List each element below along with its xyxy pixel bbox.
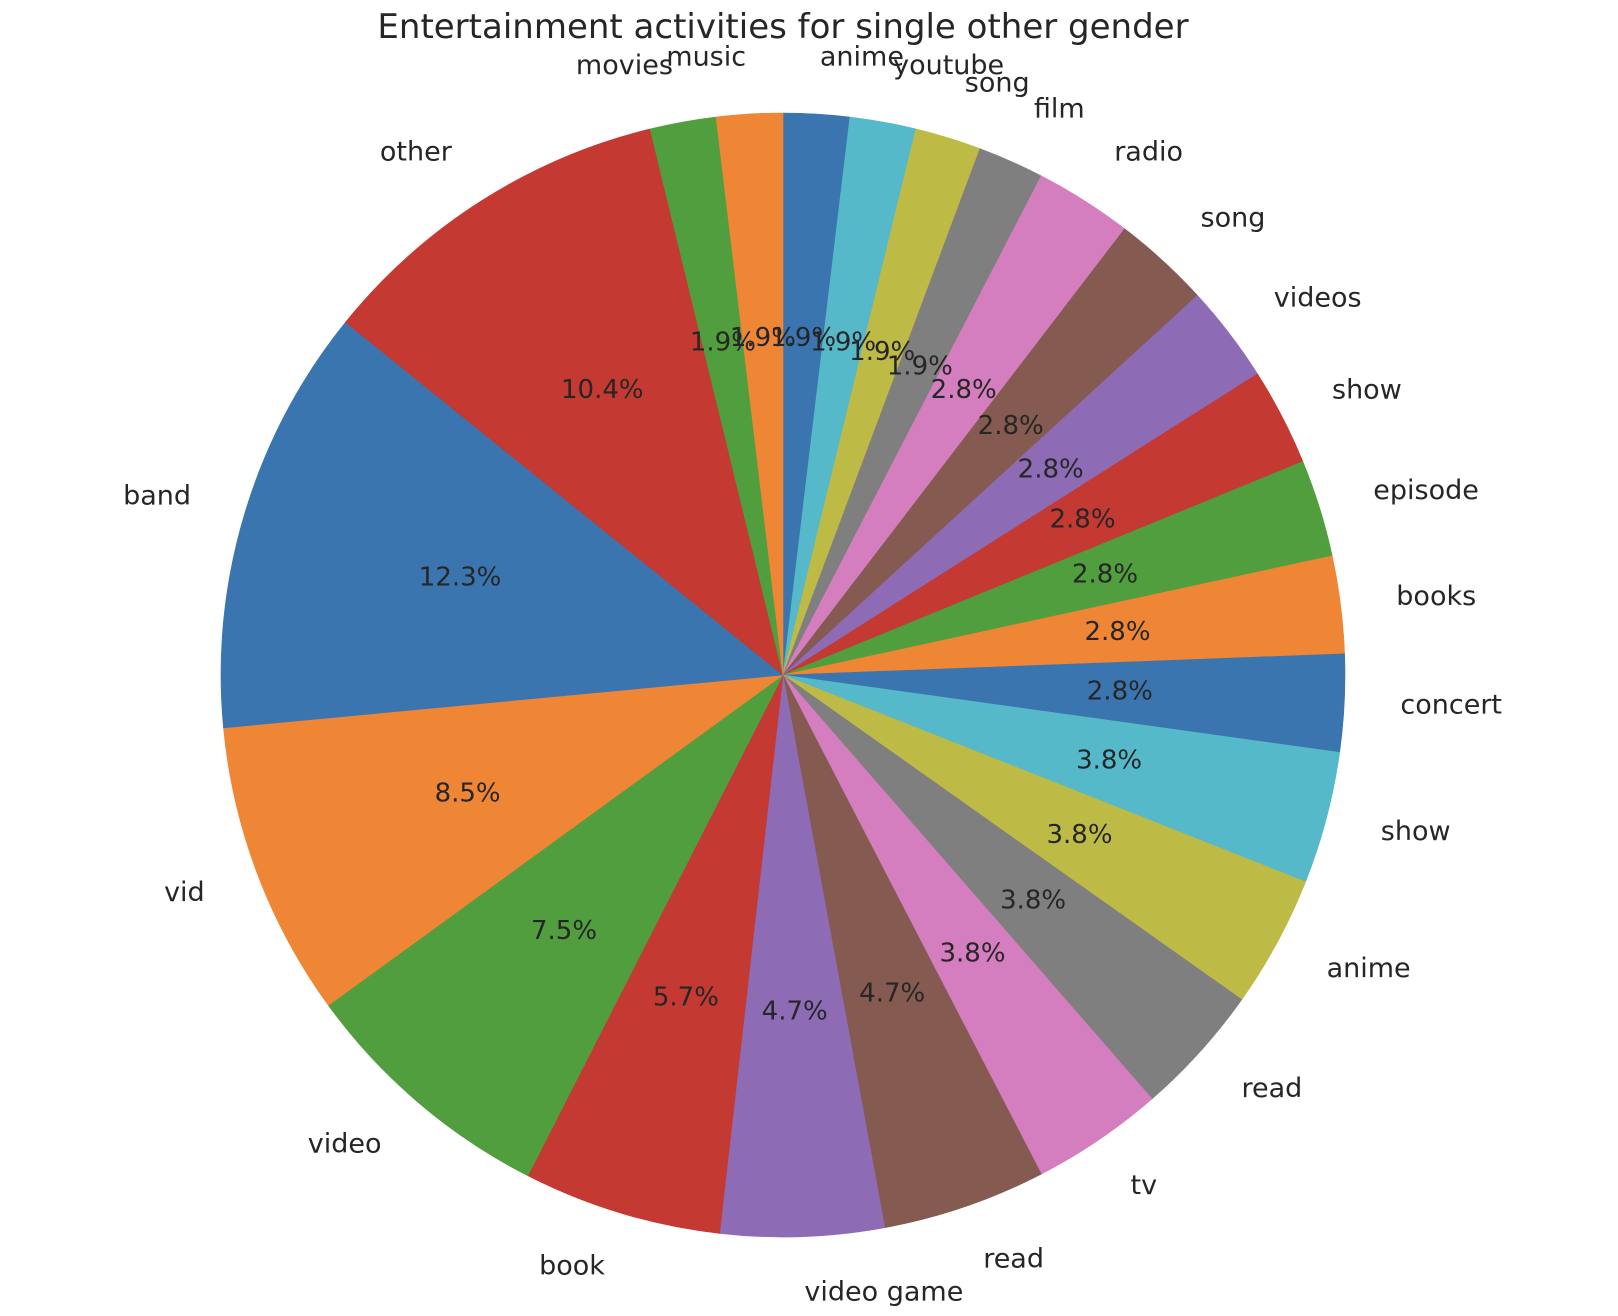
slice-label-anime: anime	[820, 41, 904, 72]
slice-label-youtube: youtube	[893, 50, 1004, 81]
slice-label-books: books	[1396, 581, 1476, 612]
percent-label: 2.8%	[1072, 559, 1138, 589]
pie-slice-vid	[223, 674, 785, 1006]
slice-label-episode: episode	[1373, 475, 1479, 506]
slice-label-music: music	[666, 41, 746, 72]
slice-label-film: film	[1034, 94, 1085, 125]
slice-label-video: video	[308, 1129, 382, 1160]
percent-label: 1.9%	[690, 328, 756, 358]
percent-label: 2.8%	[1087, 676, 1153, 706]
percent-label: 2.8%	[1049, 505, 1115, 535]
percent-label: 1.9%	[730, 323, 796, 353]
pie-slice-video-game	[719, 674, 886, 1238]
percent-label: 10.4%	[561, 375, 644, 405]
pie-slice-music	[715, 112, 784, 676]
percent-label: 2.8%	[978, 411, 1044, 441]
pie-slice-book	[527, 674, 784, 1234]
percent-label: 4.7%	[859, 979, 925, 1009]
slice-label-read: read	[1242, 1073, 1303, 1104]
percent-label: 1.9%	[770, 323, 836, 353]
pie-slice-video	[327, 674, 784, 1177]
slice-label-tv: tv	[1131, 1170, 1158, 1201]
percent-labels: 1.9%1.9%1.9%1.9%2.8%2.8%2.8%2.8%2.8%2.8%…	[419, 323, 1153, 1027]
slice-label-song: song	[965, 68, 1030, 99]
percent-label: 2.8%	[931, 375, 997, 405]
slice-label-movies: movies	[576, 50, 673, 81]
slice-labels: animeyoutubesongfilmradiosongvideosshowe…	[123, 41, 1502, 1307]
pie-slices	[220, 112, 1346, 1238]
slice-label-videos: videos	[1274, 283, 1362, 314]
percent-label: 3.8%	[1046, 820, 1112, 850]
slice-label-concert: concert	[1400, 690, 1502, 721]
percent-label: 5.7%	[653, 982, 719, 1012]
slice-label-read: read	[983, 1243, 1044, 1274]
slice-label-video-game: video game	[804, 1276, 963, 1307]
percent-label: 2.8%	[1018, 455, 1084, 485]
slice-label-vid: vid	[164, 877, 205, 908]
percent-label: 3.8%	[1076, 745, 1142, 775]
percent-label: 1.9%	[810, 328, 876, 358]
slice-label-band: band	[123, 480, 191, 511]
pie-slice-other	[345, 128, 784, 676]
pie-slice-read	[782, 674, 1042, 1229]
percent-label: 1.9%	[887, 351, 953, 381]
pie-slice-band	[220, 321, 784, 729]
slice-label-radio: radio	[1114, 137, 1183, 168]
slice-label-show: show	[1332, 374, 1402, 405]
percent-label: 3.8%	[1000, 886, 1066, 916]
percent-label: 3.8%	[939, 938, 1005, 968]
slice-label-anime: anime	[1327, 953, 1411, 984]
percent-label: 8.5%	[435, 779, 501, 809]
percent-label: 12.3%	[419, 562, 502, 592]
percent-label: 1.9%	[849, 337, 915, 367]
percent-label: 7.5%	[531, 916, 597, 946]
slice-label-song: song	[1201, 203, 1266, 234]
percent-label: 4.7%	[762, 997, 828, 1027]
chart-title: Entertainment activities for single othe…	[377, 7, 1188, 47]
slice-label-other: other	[380, 137, 453, 168]
slice-label-show: show	[1381, 816, 1451, 847]
percent-label: 2.8%	[1084, 617, 1150, 647]
slice-label-book: book	[539, 1251, 605, 1282]
